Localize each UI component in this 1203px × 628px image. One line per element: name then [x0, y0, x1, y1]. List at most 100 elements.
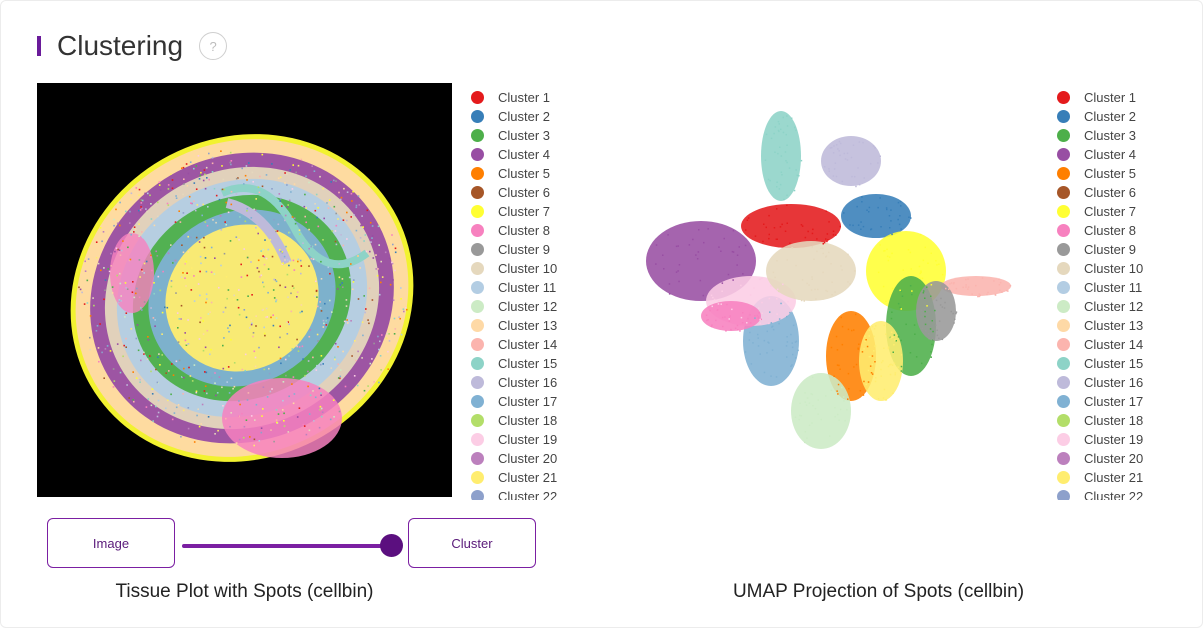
- umap-scatter: [646, 111, 1012, 449]
- legend-item[interactable]: Cluster 1: [1057, 88, 1187, 107]
- legend-item[interactable]: Cluster 8: [1057, 221, 1187, 240]
- legend-label: Cluster 19: [1084, 432, 1144, 447]
- legend-item[interactable]: Cluster 16: [471, 373, 601, 392]
- legend-item[interactable]: Cluster 10: [1057, 259, 1187, 278]
- legend-swatch: [471, 148, 484, 161]
- legend-label: Cluster 22: [498, 489, 558, 500]
- legend-label: Cluster 6: [1084, 185, 1137, 200]
- legend-item[interactable]: Cluster 8: [471, 221, 601, 240]
- legend-label: Cluster 15: [1084, 356, 1144, 371]
- legend-label: Cluster 6: [498, 185, 551, 200]
- legend-swatch: [471, 471, 484, 484]
- legend-item[interactable]: Cluster 10: [471, 259, 601, 278]
- legend-label: Cluster 19: [498, 432, 558, 447]
- legend-label: Cluster 17: [498, 394, 558, 409]
- legend-swatch: [1057, 281, 1070, 294]
- umap-legend: Cluster 1 Cluster 2 Cluster 3 Cluster 4 Clus…: [1057, 88, 1187, 500]
- legend-item[interactable]: Cluster 11: [471, 278, 601, 297]
- legend-item[interactable]: Cluster 4: [471, 145, 601, 164]
- legend-swatch: [471, 167, 484, 180]
- legend-swatch: [471, 433, 484, 446]
- legend-label: Cluster 10: [1084, 261, 1144, 276]
- cluster-button[interactable]: Cluster: [408, 518, 536, 568]
- legend-item[interactable]: Cluster 4: [1057, 145, 1187, 164]
- tissue-plot-canvas: [70, 134, 414, 462]
- legend-item[interactable]: Cluster 19: [471, 430, 601, 449]
- legend-item[interactable]: Cluster 21: [471, 468, 601, 487]
- legend-label: Cluster 21: [1084, 470, 1144, 485]
- legend-item[interactable]: Cluster 5: [1057, 164, 1187, 183]
- legend-swatch: [1057, 186, 1070, 199]
- legend-label: Cluster 16: [1084, 375, 1144, 390]
- legend-item[interactable]: Cluster 14: [471, 335, 601, 354]
- legend-item[interactable]: Cluster 12: [1057, 297, 1187, 316]
- legend-swatch: [1057, 91, 1070, 104]
- legend-label: Cluster 10: [498, 261, 558, 276]
- page-title: Clustering: [57, 30, 184, 61]
- legend-label: Cluster 9: [1084, 242, 1137, 257]
- legend-swatch: [471, 395, 484, 408]
- legend-item[interactable]: Cluster 19: [1057, 430, 1187, 449]
- legend-swatch: [1057, 319, 1070, 332]
- legend-item[interactable]: Cluster 9: [471, 240, 601, 259]
- legend-label: Cluster 5: [498, 166, 551, 181]
- legend-item[interactable]: Cluster 22: [471, 487, 601, 500]
- legend-swatch: [471, 319, 484, 332]
- legend-item[interactable]: Cluster 5: [471, 164, 601, 183]
- image-button[interactable]: Image: [47, 518, 175, 568]
- legend-swatch: [471, 91, 484, 104]
- legend-item[interactable]: Cluster 13: [1057, 316, 1187, 335]
- legend-swatch: [471, 186, 484, 199]
- legend-label: Cluster 15: [498, 356, 558, 371]
- legend-item[interactable]: Cluster 1: [471, 88, 601, 107]
- legend-item[interactable]: Cluster 2: [1057, 107, 1187, 126]
- legend-swatch: [1057, 338, 1070, 351]
- legend-swatch: [1057, 167, 1070, 180]
- legend-item[interactable]: Cluster 2: [471, 107, 601, 126]
- umap-plot[interactable]: [641, 111, 1031, 461]
- legend-item[interactable]: Cluster 15: [471, 354, 601, 373]
- tissue-plot[interactable]: [37, 83, 452, 497]
- legend-item[interactable]: Cluster 14: [1057, 335, 1187, 354]
- legend-swatch: [471, 129, 484, 142]
- legend-item[interactable]: Cluster 6: [1057, 183, 1187, 202]
- legend-label: Cluster 18: [1084, 413, 1144, 428]
- legend-label: Cluster 8: [498, 223, 551, 238]
- legend-item[interactable]: Cluster 18: [471, 411, 601, 430]
- legend-item[interactable]: Cluster 12: [471, 297, 601, 316]
- legend-label: Cluster 2: [498, 109, 551, 124]
- legend-item[interactable]: Cluster 7: [471, 202, 601, 221]
- legend-label: Cluster 13: [1084, 318, 1144, 333]
- legend-item[interactable]: Cluster 22: [1057, 487, 1187, 500]
- legend-item[interactable]: Cluster 18: [1057, 411, 1187, 430]
- legend-item[interactable]: Cluster 9: [1057, 240, 1187, 259]
- legend-item[interactable]: Cluster 13: [471, 316, 601, 335]
- question-circle-icon[interactable]: ?: [199, 32, 228, 60]
- legend-swatch: [1057, 490, 1070, 500]
- legend-item[interactable]: Cluster 21: [1057, 468, 1187, 487]
- legend-swatch: [471, 224, 484, 237]
- opacity-slider-thumb[interactable]: [380, 534, 403, 557]
- legend-item[interactable]: Cluster 11: [1057, 278, 1187, 297]
- legend-item[interactable]: Cluster 6: [471, 183, 601, 202]
- legend-swatch: [1057, 224, 1070, 237]
- legend-item[interactable]: Cluster 3: [1057, 126, 1187, 145]
- legend-item[interactable]: Cluster 15: [1057, 354, 1187, 373]
- legend-item[interactable]: Cluster 20: [471, 449, 601, 468]
- opacity-slider-track[interactable]: [182, 544, 392, 548]
- legend-label: Cluster 12: [1084, 299, 1144, 314]
- legend-item[interactable]: Cluster 16: [1057, 373, 1187, 392]
- legend-swatch: [471, 205, 484, 218]
- legend-item[interactable]: Cluster 17: [471, 392, 601, 411]
- legend-item[interactable]: Cluster 17: [1057, 392, 1187, 411]
- umap-plot-caption: UMAP Projection of Spots (cellbin): [732, 581, 1025, 602]
- legend-item[interactable]: Cluster 7: [1057, 202, 1187, 221]
- legend-item[interactable]: Cluster 3: [471, 126, 601, 145]
- legend-swatch: [1057, 148, 1070, 161]
- legend-swatch: [1057, 129, 1070, 142]
- legend-label: Cluster 21: [498, 470, 558, 485]
- legend-item[interactable]: Cluster 20: [1057, 449, 1187, 468]
- legend-label: Cluster 7: [1084, 204, 1137, 219]
- legend-swatch: [1057, 376, 1070, 389]
- legend-swatch: [471, 281, 484, 294]
